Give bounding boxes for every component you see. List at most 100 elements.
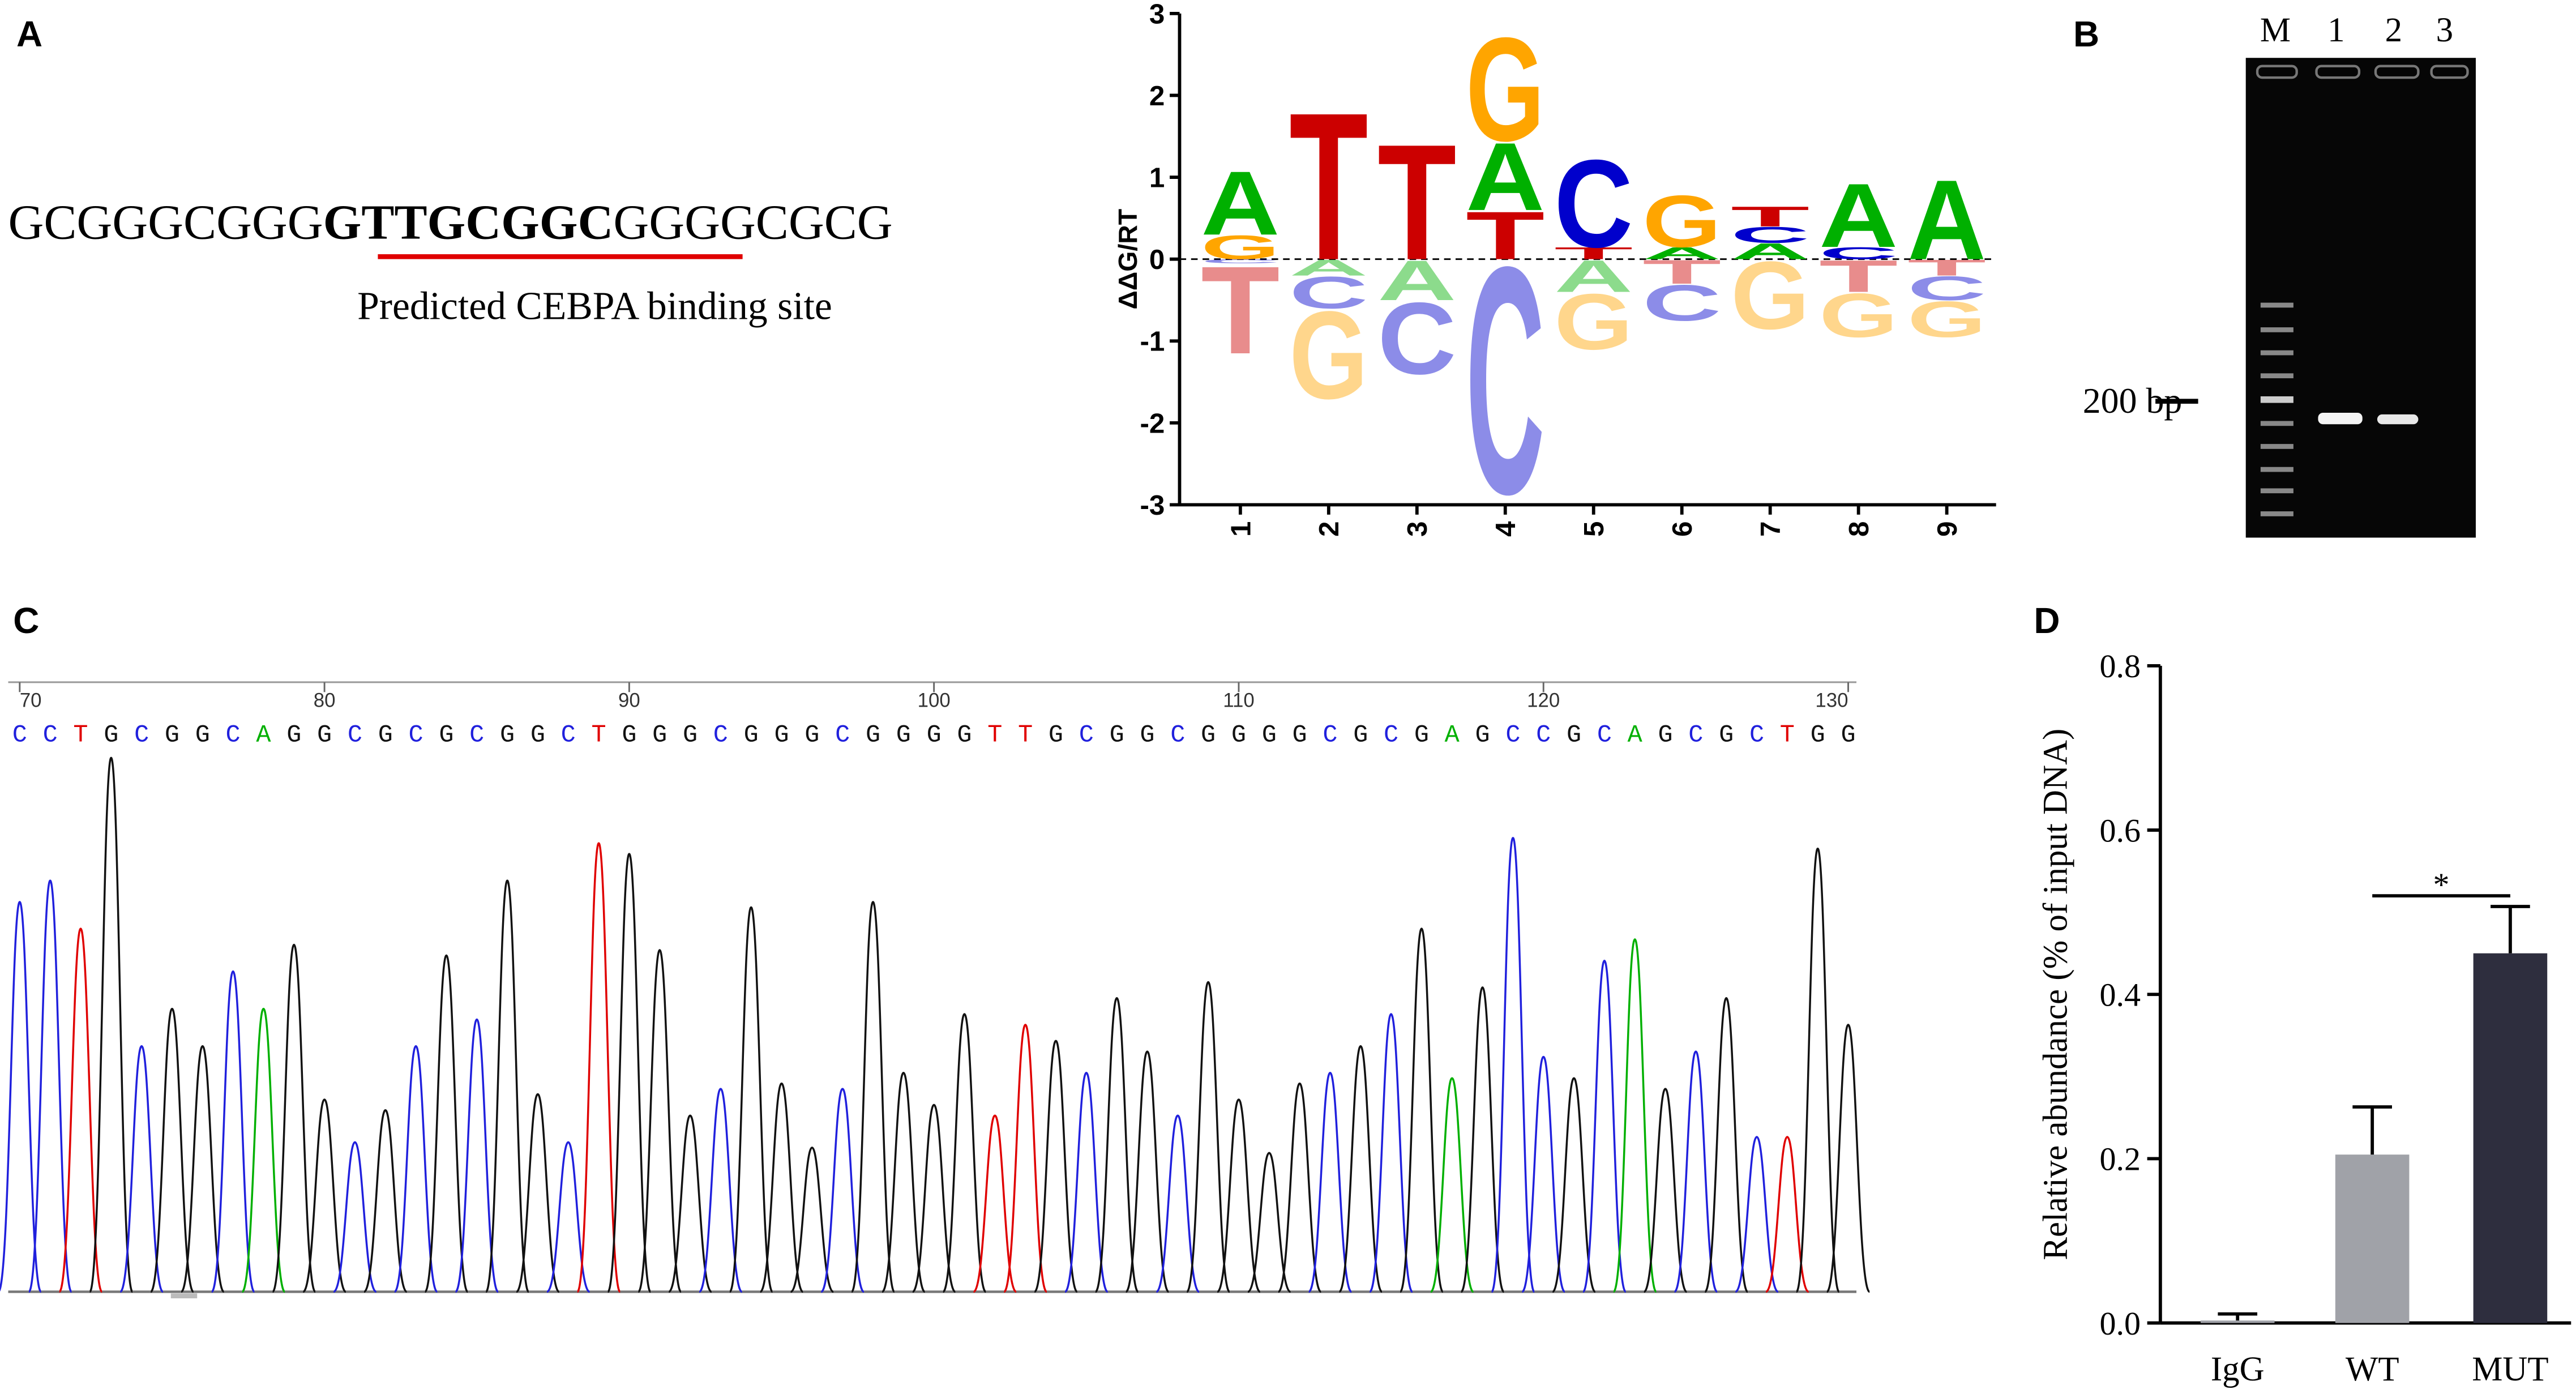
x-tick-label: 6	[1667, 521, 1698, 537]
peak	[271, 943, 316, 1293]
peak	[1338, 1045, 1383, 1293]
logo-letter: C	[1201, 258, 1280, 264]
ladder-band	[2260, 373, 2293, 379]
peak	[1125, 1050, 1170, 1293]
peak	[302, 1098, 347, 1293]
peak	[1673, 1050, 1718, 1293]
peak	[1735, 1136, 1779, 1293]
logo-letter: A	[1642, 243, 1721, 263]
x-tick-label: 3	[1402, 521, 1433, 537]
logo-letter: A	[1907, 156, 1986, 284]
peak	[119, 1045, 164, 1293]
base-call: C	[469, 721, 484, 749]
base-call: C	[713, 721, 728, 749]
base-call: G	[1262, 721, 1277, 749]
logo-letter: T	[1642, 253, 1721, 291]
peak	[485, 879, 530, 1293]
y-tick-label: 0.8	[2099, 648, 2141, 685]
logo-letter: C	[1642, 274, 1721, 331]
x-tick-label: 1	[1225, 521, 1256, 537]
peak	[424, 954, 469, 1293]
base-call: G	[317, 721, 332, 749]
peak	[58, 927, 103, 1293]
pcr-band	[2318, 412, 2363, 425]
peak	[546, 1141, 590, 1293]
peak	[1765, 1136, 1809, 1293]
logo-letter: G	[1554, 277, 1633, 366]
logo-letter: A	[1289, 255, 1368, 280]
logo-letter: G	[1819, 280, 1898, 350]
base-call: C	[348, 721, 362, 749]
x-tick-label: 9	[1932, 521, 1963, 537]
base-call: G	[378, 721, 393, 749]
peak	[1643, 1088, 1688, 1293]
lane-label: 2	[2385, 11, 2402, 49]
x-tick-label: 8	[1843, 521, 1875, 537]
base-call: C	[226, 721, 241, 749]
base-call: G	[1414, 721, 1429, 749]
peak	[1277, 1082, 1323, 1293]
peak	[1216, 1098, 1261, 1293]
y-tick-label: -2	[1140, 408, 1165, 439]
peak	[698, 1088, 743, 1293]
well	[2374, 65, 2420, 79]
peak	[1003, 1024, 1048, 1293]
peak	[667, 1114, 713, 1293]
lane-label: 1	[2327, 11, 2344, 49]
logo-letter: T	[1201, 240, 1280, 380]
ladder-band	[2260, 511, 2293, 516]
base-call: G	[1475, 721, 1490, 749]
base-call: T	[1780, 721, 1795, 749]
lane-label: 3	[2436, 11, 2453, 49]
well	[2315, 65, 2361, 79]
base-call: T	[591, 721, 606, 749]
peak	[637, 949, 682, 1293]
logo-letter: C	[1466, 200, 1544, 562]
peak	[1399, 927, 1444, 1293]
ladder-band	[2260, 421, 2293, 426]
y-tick-label: -1	[1140, 326, 1165, 357]
base-call: G	[1811, 721, 1825, 749]
peak	[1308, 1072, 1353, 1293]
base-call: G	[1231, 721, 1246, 749]
base-call: A	[1445, 721, 1460, 749]
base-call: C	[1749, 721, 1764, 749]
base-call: G	[104, 721, 118, 749]
lane-label: M	[2260, 11, 2291, 49]
y-axis-title: ΔΔG/RT	[1113, 209, 1142, 310]
logo-letter: T	[1731, 201, 1809, 233]
peak	[1094, 997, 1140, 1293]
well	[2430, 65, 2469, 79]
peak	[1247, 1152, 1291, 1293]
ladder	[2260, 302, 2293, 516]
bar	[2473, 953, 2548, 1323]
peak	[1430, 1077, 1475, 1293]
base-call: G	[500, 721, 515, 749]
base-call: A	[1628, 721, 1643, 749]
base-call: G	[774, 721, 789, 749]
panel-label: B	[2073, 14, 2099, 54]
pcr-band	[2377, 414, 2419, 425]
base-call: C	[1079, 721, 1094, 749]
base-call: G	[165, 721, 179, 749]
logo-letter: G	[1466, 7, 1544, 172]
peak	[363, 1109, 408, 1293]
base-call: C	[1597, 721, 1612, 749]
peak	[1490, 837, 1535, 1293]
peak	[759, 1082, 804, 1293]
base-call: G	[683, 721, 698, 749]
base-call: G	[805, 721, 819, 749]
caption: Predicted CEBPA binding site	[357, 285, 832, 328]
x-tick-label: 4	[1490, 521, 1521, 537]
peak	[0, 901, 42, 1293]
base-call: T	[73, 721, 88, 749]
ladder-band	[2260, 444, 2293, 449]
logo-letter: A	[1554, 251, 1633, 302]
base-call: C	[1505, 721, 1520, 749]
panel-label: D	[2034, 600, 2060, 641]
base-call: C	[561, 721, 576, 749]
ladder-band	[2260, 327, 2293, 332]
